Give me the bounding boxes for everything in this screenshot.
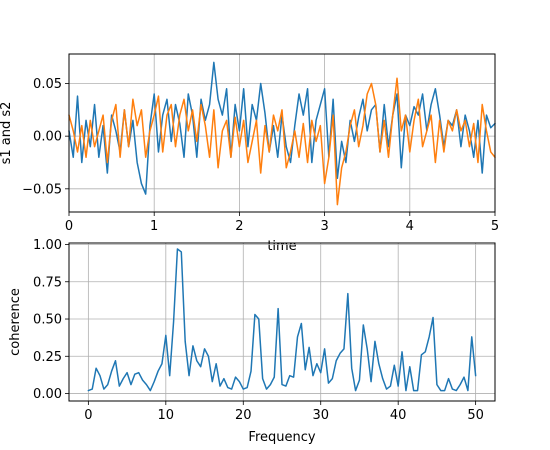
signal-x-tick-label: 0: [65, 219, 73, 234]
coherence-ticks: 0 10 20 30 40 50 0.00 0.25 0.50 0.75 1.00: [33, 238, 484, 423]
signal-x-tick-label: 1: [150, 219, 158, 234]
signal-series-line-2: [68, 77, 496, 206]
coherence-y-tick-label: 0.50: [33, 313, 62, 328]
signal-y-tick-label: 0.00: [33, 130, 62, 145]
coherence-y-tick-label: 0.00: [33, 387, 62, 402]
signal-ticks: 0 1 2 3 4 5 −0.05 0.00 0.05: [22, 77, 499, 234]
coherence-x-tick-label: 20: [235, 408, 252, 423]
coherence-x-tick-label: 50: [467, 408, 484, 423]
coherence-x-tick-label: 30: [312, 408, 329, 423]
signal-x-tick-label: 2: [235, 219, 243, 234]
coherence-x-axis-label: Frequency: [248, 430, 315, 445]
signal-y-axis-label: s1 and s2: [0, 102, 14, 165]
coherence-x-tick-label: 0: [84, 408, 92, 423]
signal-x-tick-label: 3: [320, 219, 328, 234]
signal-y-tick-label: 0.05: [33, 77, 62, 92]
coherence-axes: 0 10 20 30 40 50 0.00 0.25 0.50 0.75 1.00 Frequenc…: [8, 238, 496, 445]
coherence-y-tick-label: 0.25: [33, 350, 62, 365]
signal-x-tick-label: 5: [491, 219, 499, 234]
signal-x-axis-label: time: [267, 239, 296, 254]
coherence-x-tick-label: 40: [390, 408, 407, 423]
signal-axes: 0 1 2 3 4 5 −0.05 0.00 0.05 time s1 and s2: [0, 53, 499, 254]
coherence-y-tick-label: 0.75: [33, 275, 62, 290]
signal-x-tick-label: 4: [406, 219, 414, 234]
coherence-grid: [69, 243, 495, 401]
coherence-x-tick-label: 10: [158, 408, 175, 423]
coherence-y-tick-label: 1.00: [33, 238, 62, 253]
coherence-axes-frame: [68, 242, 496, 402]
signal-series: [68, 61, 496, 206]
signal-y-tick-label: −0.05: [22, 182, 62, 197]
coherence-y-axis-label: coherence: [8, 288, 23, 356]
signal-axes-frame: [68, 53, 496, 213]
coherence-series-line-1: [87, 248, 477, 392]
coherence-series: [87, 248, 477, 392]
